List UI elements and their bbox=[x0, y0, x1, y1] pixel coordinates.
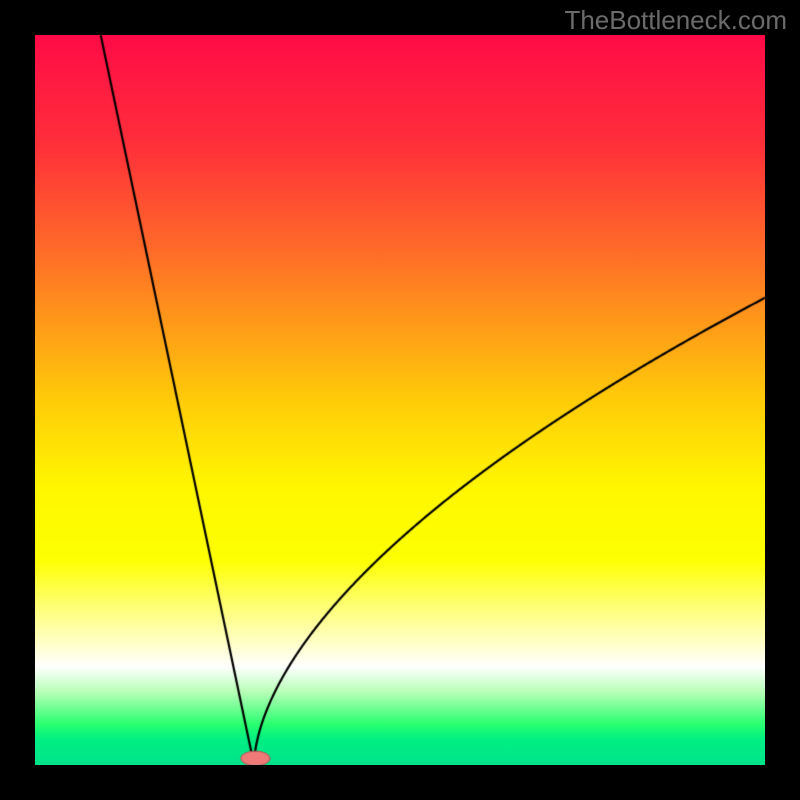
bottleneck-curve bbox=[0, 0, 800, 800]
bottleneck-chart: { "canvas": { "width": 800, "height": 80… bbox=[0, 0, 800, 800]
watermark-text: TheBottleneck.com bbox=[564, 5, 787, 36]
